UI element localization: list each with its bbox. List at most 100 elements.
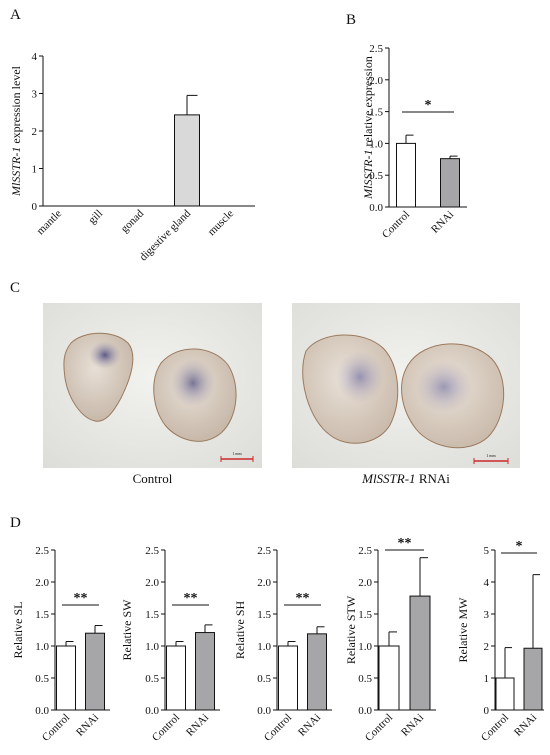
- significance-marker: *: [516, 539, 523, 554]
- y-tick-label: 4: [32, 51, 38, 63]
- y-tick-label: 0.0: [35, 705, 49, 717]
- bar-rnai: [195, 632, 215, 711]
- y-tick-label: 2: [484, 641, 490, 653]
- y-tick-label: 2.5: [145, 545, 159, 557]
- x-tick-label: RNAi: [429, 209, 456, 236]
- significance-marker: **: [184, 591, 198, 606]
- y-tick-label: 1.5: [257, 609, 271, 621]
- y-tick-label: 2.0: [35, 577, 49, 589]
- y-tick-label: 0.5: [358, 673, 372, 685]
- y-axis-label-gene: MlSSTR-1: [361, 149, 375, 199]
- y-tick-label: 0.5: [257, 673, 271, 685]
- caption-suffix: RNAi: [415, 471, 450, 486]
- chart-a: 0 1 2 3 4 MlSSTR-1 expression level mantle gill…: [9, 51, 255, 263]
- y-tick-label: 2.5: [35, 545, 49, 557]
- y-tick-label: 1.0: [369, 138, 383, 150]
- y-tick-label: 1: [32, 164, 38, 176]
- scale-bar-label: 1 mm: [486, 453, 496, 458]
- x-tick-label: Control: [380, 209, 412, 241]
- photo-control-caption: Control: [132, 471, 173, 486]
- x-tick-label: RNAi: [512, 712, 539, 739]
- y-tick-label: 1.0: [358, 641, 372, 653]
- y-tick-label: 2.0: [358, 577, 372, 589]
- gene-name: MlSSTR-1: [362, 471, 416, 486]
- y-axis-label-rest: relative expression: [361, 56, 375, 149]
- y-tick-label: 1: [484, 673, 490, 685]
- y-tick-label: 0.0: [369, 202, 383, 214]
- bar-control: [278, 645, 298, 711]
- significance-marker: *: [425, 98, 432, 113]
- y-tick-label: 1.5: [369, 107, 383, 119]
- y-axis-label: MlSSTR-1 expression level: [9, 65, 23, 197]
- y-tick-label: 1.5: [145, 609, 159, 621]
- y-tick-label: 3: [484, 609, 490, 621]
- y-tick-label: 2.5: [369, 43, 383, 55]
- bar-rnai: [307, 633, 327, 711]
- x-tick-label: gill: [86, 208, 105, 227]
- bar-control: [378, 645, 400, 711]
- y-tick-label: 2.5: [257, 545, 271, 557]
- panel-letter-b: B: [346, 12, 356, 28]
- y-tick-label: 0: [484, 705, 490, 717]
- significance-marker: **: [296, 591, 310, 606]
- y-tick-label: 3: [32, 89, 38, 101]
- panel-letter-a: A: [10, 7, 21, 23]
- bar-digestive-gland: [174, 114, 200, 207]
- y-tick-label: 5: [484, 545, 490, 557]
- panel-letter-d: D: [10, 515, 21, 531]
- bar-rnai: [85, 632, 105, 711]
- scale-bar-label: 1 mm: [232, 451, 242, 456]
- y-tick-label: 2.0: [257, 577, 271, 589]
- x-tick-label: RNAi: [184, 712, 211, 739]
- x-tick-label: muscle: [206, 208, 237, 239]
- photo-rnai: 1 mm: [292, 303, 520, 468]
- bar-rnai: [440, 158, 460, 208]
- y-tick-label: 2.0: [145, 577, 159, 589]
- clam-shells-rnai-image: 1 mm: [292, 303, 520, 468]
- y-axis-label: Relative SW: [120, 599, 134, 661]
- bar-rnai: [409, 595, 431, 711]
- y-tick-label: 1.5: [35, 609, 49, 621]
- y-tick-label: 1.0: [145, 641, 159, 653]
- y-axis-label: Relative SL: [11, 602, 25, 659]
- y-tick-label: 0.0: [358, 705, 372, 717]
- y-axis-label: Relative MW: [456, 597, 470, 663]
- y-axis-label: MlSSTR-1 relative expression: [361, 56, 375, 200]
- y-tick-label: 2.5: [358, 545, 372, 557]
- y-tick-label: 0.5: [35, 673, 49, 685]
- y-tick-label: 4: [484, 577, 490, 589]
- y-tick-label: 0.5: [145, 673, 159, 685]
- y-axis-label-gene: MlSSTR-1: [9, 147, 23, 197]
- x-tick-label: RNAi: [74, 712, 101, 739]
- bar-rnai: [523, 647, 543, 711]
- significance-marker: **: [74, 591, 88, 606]
- y-axis-label: Relative SH: [233, 601, 247, 660]
- y-tick-label: 0.0: [145, 705, 159, 717]
- photo-rnai-caption: MlSSTR-1 RNAi: [292, 471, 520, 487]
- y-tick-label: 0: [32, 201, 38, 213]
- x-tick-label: digestive gland: [137, 207, 193, 263]
- y-tick-label: 2.0: [369, 75, 383, 87]
- bar-control: [56, 645, 76, 711]
- bar-control: [396, 142, 416, 208]
- x-tick-label: mantle: [34, 208, 64, 238]
- y-tick-label: 0.5: [369, 170, 383, 182]
- y-tick-label: 1.5: [358, 609, 372, 621]
- x-tick-label: RNAi: [399, 712, 426, 739]
- bar-control: [166, 645, 186, 711]
- y-axis-label: Relative STW: [344, 595, 358, 664]
- x-tick-label: gonad: [119, 207, 147, 235]
- x-tick-label: RNAi: [296, 712, 323, 739]
- photo-control: 1 mm: [43, 303, 262, 468]
- y-tick-label: 2: [32, 126, 38, 138]
- y-axis-label-rest: expression level: [9, 65, 23, 146]
- significance-marker: **: [398, 536, 412, 551]
- y-tick-label: 1.0: [257, 641, 271, 653]
